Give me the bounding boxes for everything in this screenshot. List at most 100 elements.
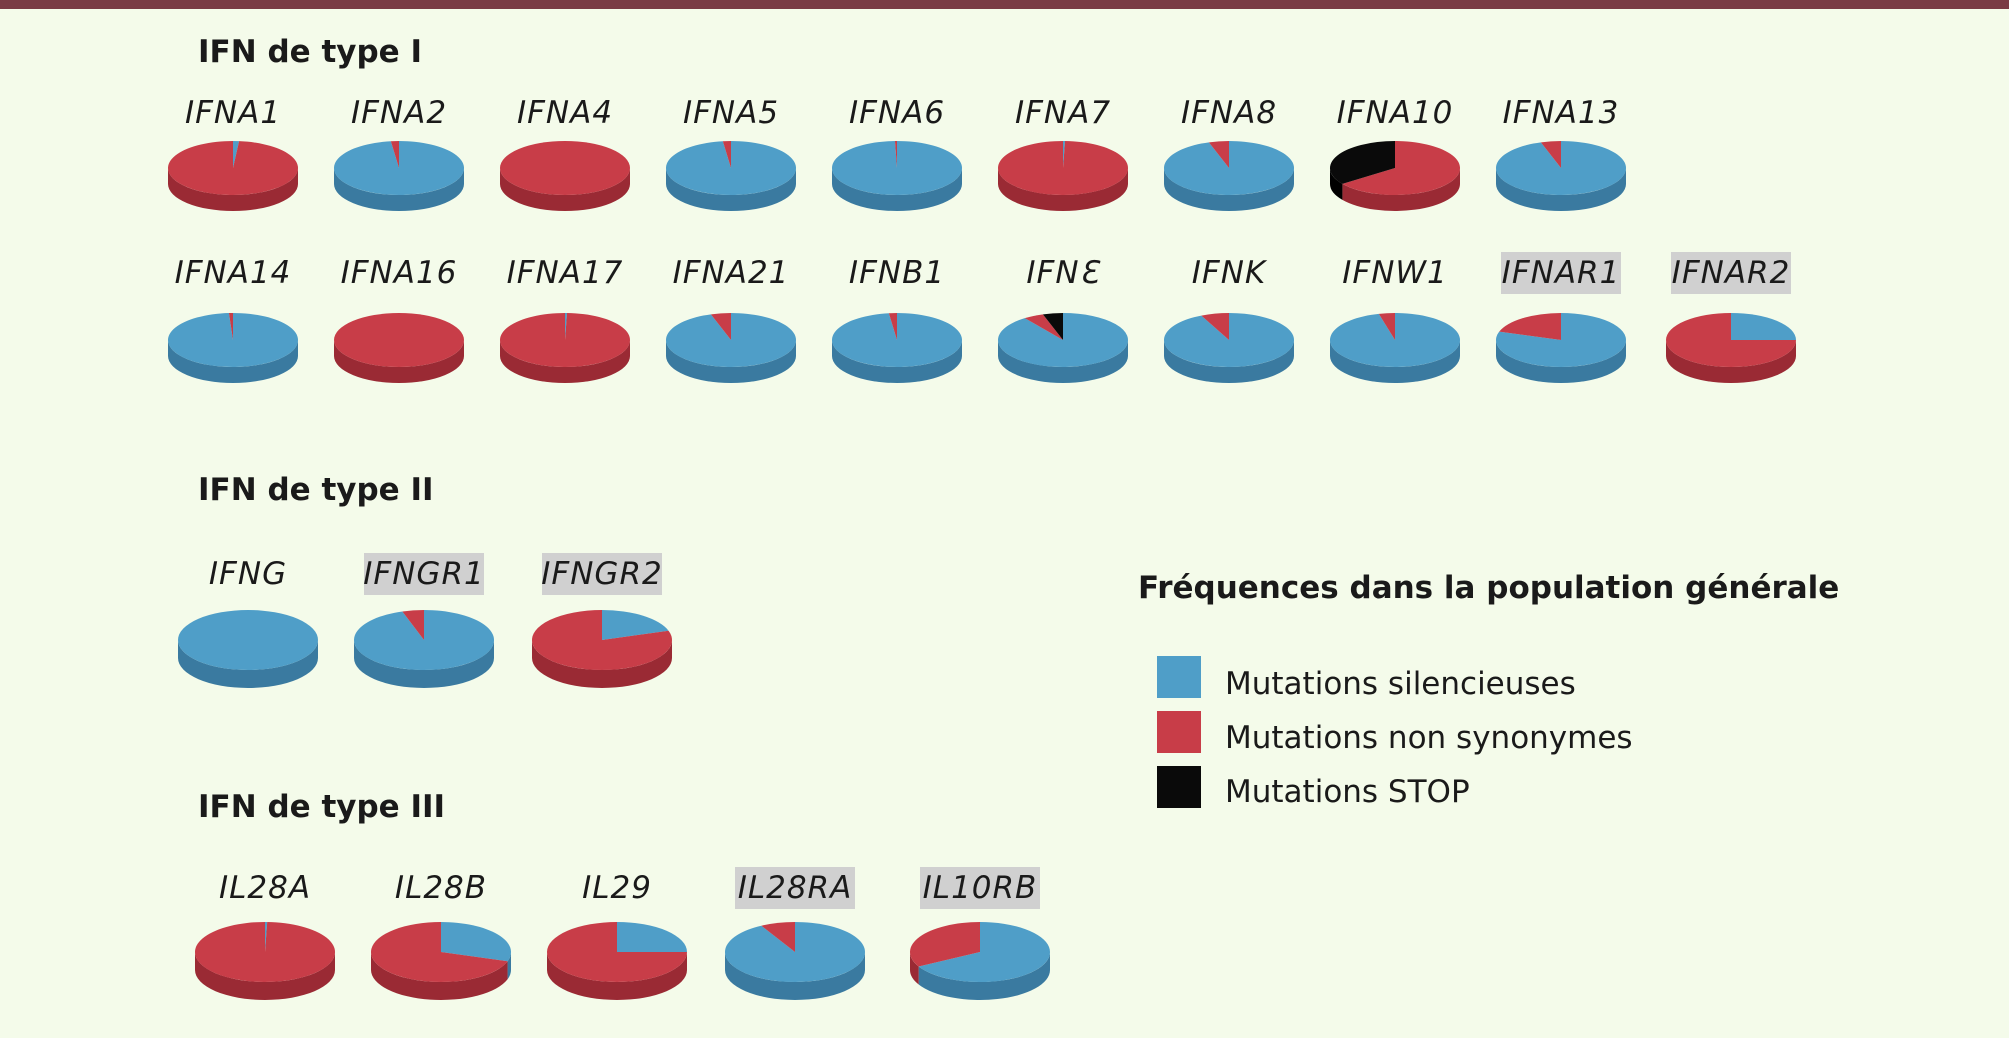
- pie-side-silent: [178, 640, 318, 688]
- pie-il10rb: IL10RB: [910, 867, 1051, 1001]
- gene-label-ifnɛ: IFNƐ: [1026, 255, 1100, 291]
- pie-ifna2: IFNA2: [334, 95, 465, 211]
- pie-side-silent: [1496, 168, 1626, 211]
- pie-slice-nonsyn: [1666, 313, 1796, 367]
- pie-side-nonsyn: [532, 640, 672, 688]
- pie-ifna21: IFNA21: [666, 255, 797, 383]
- pie-ifnar2: IFNAR2: [1666, 252, 1796, 383]
- pie-slice-silent: [1330, 313, 1461, 367]
- pie-slice-silent: [265, 922, 268, 952]
- pies-layer: IFNA1 IFNA2 IFNA4 IFNA5 IFNA6 IFNA7 IFNA8 IFNA1…: [168, 95, 1796, 1001]
- pie-ifna7: IFNA7: [998, 95, 1128, 211]
- pie-side-silent: [725, 952, 865, 1000]
- pie-slice-silent: [441, 922, 511, 962]
- gene-label-il28b: IL28B: [395, 870, 487, 906]
- pie-slice-nonsyn: [1024, 314, 1063, 340]
- pie-slice-nonsyn: [390, 141, 399, 168]
- pie-slice-nonsyn: [500, 141, 630, 195]
- pie-slice-nonsyn: [1208, 141, 1229, 168]
- pie-side-silent: [832, 340, 962, 383]
- pie-ifna16: IFNA16: [334, 255, 464, 383]
- pie-side-silent: [832, 168, 962, 211]
- pie-slice-silent: [602, 610, 669, 640]
- gene-label-ifna5: IFNA5: [683, 95, 779, 131]
- section-title-type-2: IFN de type II: [198, 472, 434, 508]
- gene-label-ifna7: IFNA7: [1015, 95, 1111, 131]
- pie-ifna6: IFNA6: [832, 95, 963, 211]
- pie-ifnw1: IFNW1: [1330, 255, 1461, 383]
- pie-slice-silent: [918, 922, 1051, 983]
- gene-label-il28a: IL28A: [219, 870, 311, 906]
- pie-slice-nonsyn: [1540, 141, 1561, 168]
- pie-ifngr2: IFNGR2: [532, 553, 672, 688]
- pie-slice-silent: [831, 313, 962, 367]
- pie-ifna13: IFNA13: [1495, 95, 1626, 211]
- gene-label-ifnk: IFNK: [1192, 255, 1268, 291]
- pie-slice-nonsyn: [998, 141, 1128, 195]
- pie-side-silent: [1330, 340, 1460, 383]
- gene-label-ifna14: IFNA14: [175, 255, 292, 291]
- pie-slice-nonsyn: [1499, 313, 1561, 340]
- section-title-type-3: IFN de type III: [198, 789, 445, 825]
- receptor-highlight: [1501, 252, 1621, 294]
- pie-slice-nonsyn: [761, 922, 795, 952]
- legend-swatch-silent: [1157, 656, 1201, 698]
- pie-ifna17: IFNA17: [499, 255, 630, 383]
- pie-ifna5: IFNA5: [666, 95, 797, 211]
- legend: Fréquences dans la population générale M…: [1138, 570, 1839, 810]
- pie-slice-nonsyn: [168, 141, 299, 195]
- gene-label-ifna1: IFNA1: [185, 95, 281, 131]
- pie-ifna10: IFNA10: [1330, 95, 1460, 211]
- pie-slice-silent: [354, 610, 495, 671]
- pie-side-silent: [918, 952, 1050, 1001]
- receptor-highlight: [542, 553, 662, 595]
- pie-slice-nonsyn: [1201, 313, 1229, 340]
- pie-slice-silent: [1063, 141, 1066, 168]
- legend-label-nonsyn: Mutations non synonymes: [1225, 720, 1633, 756]
- pie-ifnɛ: IFNƐ: [998, 255, 1129, 383]
- pie-slice-nonsyn: [402, 610, 424, 640]
- pie-slice-silent: [725, 922, 866, 982]
- pie-slice-silent: [617, 922, 687, 952]
- pie-slice-nonsyn: [194, 922, 335, 982]
- pie-slice-nonsyn: [370, 922, 508, 983]
- pie-side-nonsyn: [168, 168, 298, 211]
- pie-side-nonsyn: [1666, 340, 1796, 383]
- gene-label-ifnar2: IFNAR2: [1672, 255, 1791, 291]
- pie-slice-nonsyn: [1342, 141, 1460, 195]
- gene-label-ifna2: IFNA2: [351, 95, 447, 131]
- pie-ifna1: IFNA1: [168, 95, 299, 211]
- pie-side-silent: [334, 168, 464, 211]
- gene-label-ifna21: IFNA21: [673, 255, 790, 291]
- pie-side-nonsyn: [371, 952, 508, 1001]
- pie-side-nonsyn: [500, 168, 630, 211]
- pie-side-silent: [507, 952, 511, 980]
- legend-swatch-nonsyn: [1157, 711, 1201, 753]
- pie-slice-nonsyn: [532, 610, 672, 670]
- pie-il28a: IL28A: [194, 870, 335, 1000]
- pie-il29: IL29: [547, 870, 687, 1000]
- pie-side-silent: [666, 168, 796, 211]
- pie-slice-nonsyn: [499, 313, 630, 367]
- pie-side-nonsyn: [334, 340, 464, 383]
- pie-slice-stop: [1042, 313, 1063, 340]
- legend-title: Fréquences dans la population générale: [1138, 570, 1839, 606]
- pie-side-nonsyn: [910, 952, 919, 985]
- gene-label-ifna4: IFNA4: [517, 95, 613, 131]
- pie-ifnar1: IFNAR1: [1496, 252, 1626, 383]
- pie-side-nonsyn: [547, 952, 687, 1000]
- pie-slice-nonsyn: [547, 922, 687, 982]
- pie-ifnb1: IFNB1: [831, 255, 962, 383]
- pie-slice-silent: [1731, 313, 1796, 340]
- pie-ifna8: IFNA8: [1164, 95, 1294, 211]
- pie-slice-silent: [998, 313, 1129, 367]
- gene-label-ifnar1: IFNAR1: [1502, 255, 1621, 291]
- legend-label-silent: Mutations silencieuses: [1225, 666, 1576, 702]
- section-title-type-1: IFN de type I: [198, 34, 422, 70]
- pie-slice-nonsyn: [910, 922, 980, 967]
- pie-slice-nonsyn: [888, 313, 897, 340]
- receptor-highlight: [920, 867, 1040, 909]
- pie-il28b: IL28B: [370, 870, 511, 1001]
- pie-slice-silent: [565, 313, 568, 340]
